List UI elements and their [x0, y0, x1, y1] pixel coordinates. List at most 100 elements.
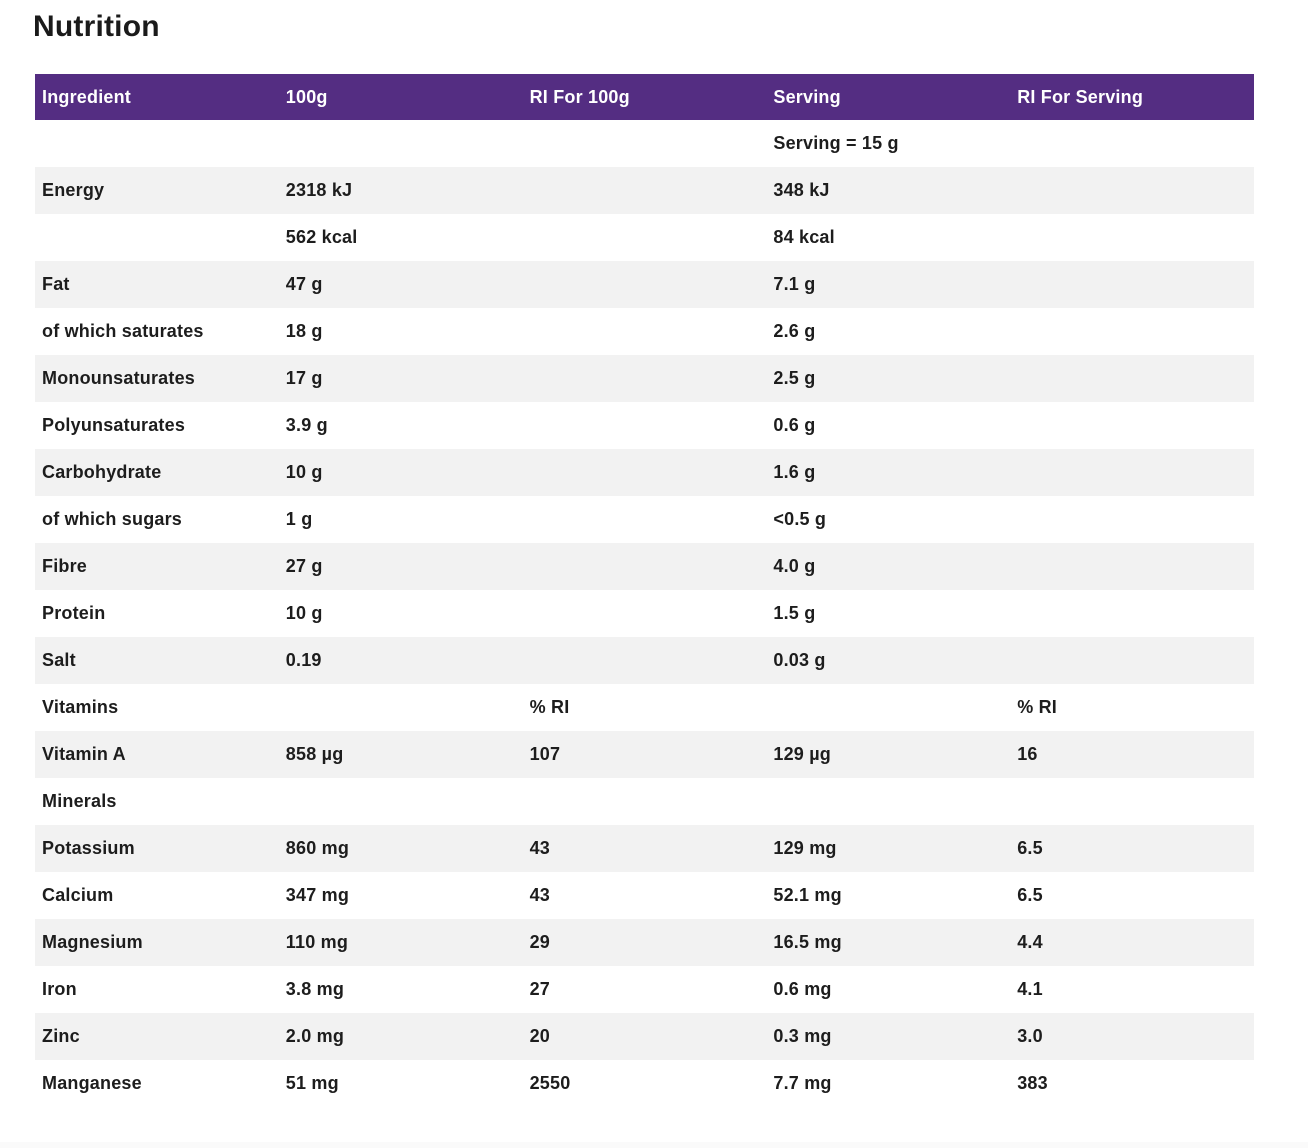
value-cell: 3.8 mg	[285, 979, 345, 999]
value-cell	[523, 214, 767, 261]
row-label-cell: of which sugars	[42, 509, 183, 529]
row-label-cell	[35, 214, 279, 261]
value-cell	[1010, 402, 1254, 449]
value-cell: 6.5	[1017, 838, 1043, 858]
column-header-ri-for-100g: RI For 100g	[522, 74, 767, 120]
value-cell: 1.5 g	[773, 603, 816, 623]
value-cell	[523, 590, 767, 637]
value-cell: 4.0 g	[773, 556, 816, 576]
value-cell: 27	[529, 979, 551, 999]
value-cell: 3.0	[1017, 1026, 1043, 1046]
table-row: of which sugars 1 g <0.5 g	[35, 496, 1254, 543]
row-label-cell: Calcium	[42, 885, 114, 905]
value-cell: % RI	[529, 697, 570, 717]
value-cell	[1010, 590, 1254, 637]
value-cell: 7.7 mg	[773, 1073, 832, 1093]
table-row: Polyunsaturates 3.9 g 0.6 g	[35, 402, 1254, 449]
value-cell	[1010, 637, 1254, 684]
value-cell	[523, 355, 767, 402]
nutrition-table: Ingredient 100g RI For 100g Serving RI F…	[35, 74, 1254, 1107]
value-cell: 129 mg	[773, 838, 837, 858]
value-cell: 860 mg	[285, 838, 350, 858]
table-row: Energy 2318 kJ 348 kJ	[35, 167, 1254, 214]
table-header-row: Ingredient 100g RI For 100g Serving RI F…	[35, 74, 1254, 120]
table-row: of which saturates 18 g 2.6 g	[35, 308, 1254, 355]
value-cell	[1010, 261, 1254, 308]
value-cell: 347 mg	[285, 885, 350, 905]
value-cell	[523, 120, 767, 167]
value-cell: 84 kcal	[773, 227, 835, 247]
value-cell	[1010, 355, 1254, 402]
value-cell	[1010, 543, 1254, 590]
value-cell: 3.9 g	[285, 415, 328, 435]
table-row: Fat 47 g 7.1 g	[35, 261, 1254, 308]
value-cell: 20	[529, 1026, 551, 1046]
row-label-cell: Manganese	[42, 1073, 142, 1093]
table-row: 562 kcal 84 kcal	[35, 214, 1254, 261]
value-cell: % RI	[1017, 697, 1057, 717]
column-header-100g: 100g	[278, 74, 523, 120]
table-row: Minerals	[35, 778, 1254, 825]
table-row: Carbohydrate 10 g 1.6 g	[35, 449, 1254, 496]
table-row: Calcium 347 mg 43 52.1 mg 6.5	[35, 872, 1254, 919]
value-cell	[1010, 167, 1254, 214]
value-cell: 129 µg	[773, 744, 831, 764]
value-cell: 4.1	[1017, 979, 1043, 999]
value-cell: 17 g	[285, 368, 323, 388]
value-cell: 1.6 g	[773, 462, 816, 482]
value-cell: 4.4	[1017, 932, 1043, 952]
table-row: Magnesium 110 mg 29 16.5 mg 4.4	[35, 919, 1254, 966]
value-cell: 51 mg	[285, 1073, 339, 1093]
row-label-cell: Fat	[42, 274, 70, 294]
value-cell: 107	[529, 744, 561, 764]
table-row: Zinc 2.0 mg 20 0.3 mg 3.0	[35, 1013, 1254, 1060]
value-cell	[1010, 214, 1254, 261]
row-label-cell: Salt	[42, 650, 76, 670]
table-row: Fibre 27 g 4.0 g	[35, 543, 1254, 590]
value-cell: 0.6 mg	[773, 979, 832, 999]
value-cell: 47 g	[285, 274, 323, 294]
value-cell: <0.5 g	[773, 509, 827, 529]
value-cell: 0.3 mg	[773, 1026, 832, 1046]
value-cell: 10 g	[285, 603, 323, 623]
value-cell	[279, 778, 523, 825]
table-row: Potassium 860 mg 43 129 mg 6.5	[35, 825, 1254, 872]
value-cell: 0.6 g	[773, 415, 816, 435]
value-cell: 1 g	[285, 509, 313, 529]
table-row: Salt 0.19 0.03 g	[35, 637, 1254, 684]
column-header-ri-for-serving: RI For Serving	[1010, 74, 1254, 120]
value-cell: 43	[529, 838, 551, 858]
value-cell	[1010, 496, 1254, 543]
value-cell: 0.19	[285, 650, 322, 670]
value-cell	[523, 543, 767, 590]
value-cell: 10 g	[285, 462, 323, 482]
table-row: Serving = 15 g	[35, 120, 1254, 167]
table-header: Ingredient 100g RI For 100g Serving RI F…	[35, 74, 1254, 120]
table-row: Iron 3.8 mg 27 0.6 mg 4.1	[35, 966, 1254, 1013]
row-label-cell: Protein	[42, 603, 106, 623]
value-cell: 858 µg	[285, 744, 344, 764]
value-cell	[1010, 308, 1254, 355]
row-label-cell: Polyunsaturates	[42, 415, 186, 435]
row-label-cell: Carbohydrate	[42, 462, 162, 482]
value-cell: 0.03 g	[773, 650, 826, 670]
value-cell: 16	[1017, 744, 1038, 764]
value-cell: 29	[529, 932, 551, 952]
column-header-ingredient: Ingredient	[35, 74, 279, 120]
row-label-cell: Potassium	[42, 838, 135, 858]
table-row: Vitamins % RI % RI	[35, 684, 1254, 731]
table-row: Manganese 51 mg 2550 7.7 mg 383	[35, 1060, 1254, 1107]
value-cell: Serving = 15 g	[773, 133, 899, 153]
value-cell: 2.6 g	[773, 321, 816, 341]
row-label-cell: Fibre	[42, 556, 88, 576]
value-cell	[1010, 778, 1254, 825]
value-cell	[279, 684, 523, 731]
value-cell	[1010, 120, 1254, 167]
row-label-cell: Monounsaturates	[42, 368, 196, 388]
value-cell: 383	[1017, 1073, 1048, 1093]
value-cell: 18 g	[285, 321, 323, 341]
value-cell: 2.0 mg	[285, 1026, 345, 1046]
value-cell: 348 kJ	[773, 180, 830, 200]
row-label-cell: Minerals	[42, 791, 117, 811]
value-cell	[523, 402, 767, 449]
